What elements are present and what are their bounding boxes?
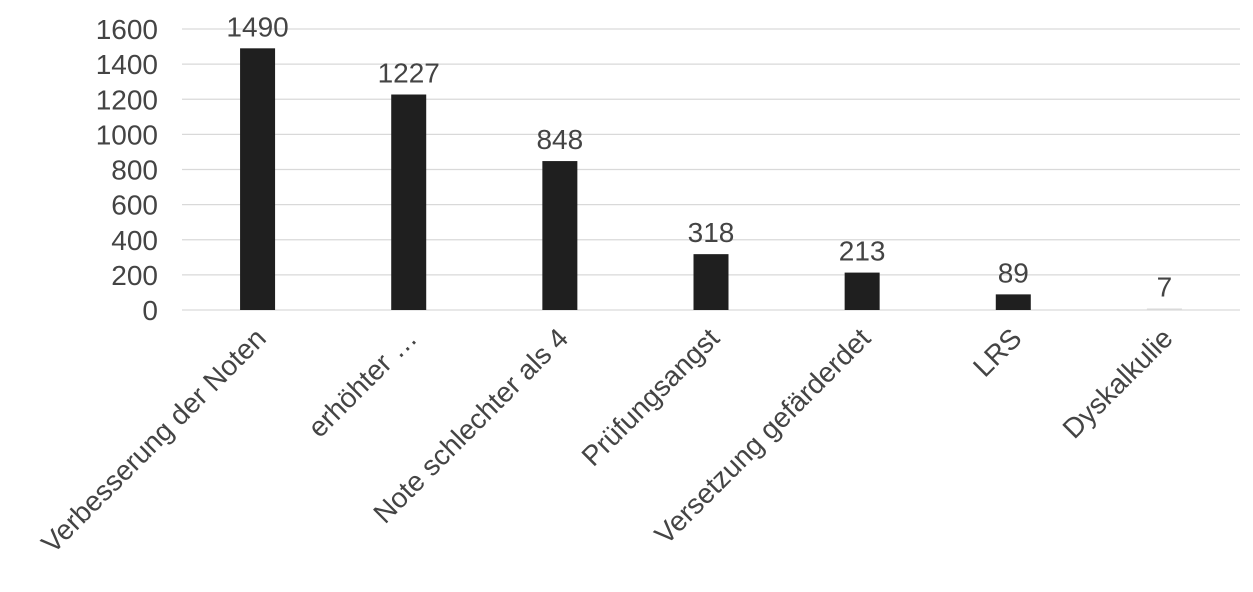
y-tick-label: 800 [111, 155, 158, 186]
bar [844, 272, 880, 310]
data-label: 89 [998, 257, 1029, 288]
y-tick-label: 0 [142, 295, 158, 326]
x-category-label: Verbesserung der Noten [35, 322, 272, 559]
bar [995, 294, 1031, 310]
y-tick-label: 600 [111, 190, 158, 221]
bar [391, 94, 427, 311]
y-tick-label: 1000 [96, 119, 158, 150]
x-category-label: Dyskalkulie [1057, 322, 1179, 444]
gridlines [182, 28, 1240, 311]
data-label: 1490 [226, 11, 288, 42]
bar [693, 254, 729, 310]
y-tick-label: 1600 [96, 14, 158, 45]
y-axis-ticks: 0 200 400 600 800 1000 1200 1400 1600 [96, 14, 158, 326]
data-label: 213 [839, 236, 886, 267]
data-label: 1227 [378, 58, 440, 89]
data-labels: 1490 1227 848 318 213 89 7 [226, 11, 1172, 302]
bar [1146, 308, 1182, 310]
data-label: 318 [688, 217, 735, 248]
y-tick-label: 1400 [96, 49, 158, 80]
x-category-label: Prüfungsangst [576, 322, 726, 472]
bars [240, 48, 1182, 311]
bar [240, 48, 276, 310]
y-tick-label: 200 [111, 260, 158, 291]
bar [542, 161, 578, 310]
x-category-label: LRS [967, 322, 1027, 382]
y-tick-label: 400 [111, 225, 158, 256]
data-label: 848 [536, 124, 583, 155]
x-category-label: erhöhter … [302, 322, 423, 443]
x-axis-labels: Verbesserung der Noten erhöhter …Note sch… [35, 322, 1178, 559]
y-tick-label: 1200 [96, 84, 158, 115]
data-label: 7 [1157, 272, 1173, 303]
